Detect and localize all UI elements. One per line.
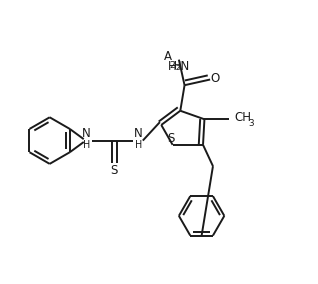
Text: H: H [83,140,90,150]
Text: H: H [135,140,142,150]
Text: O: O [211,72,220,85]
Text: CH: CH [235,111,252,124]
Text: N: N [82,127,91,140]
Text: A: A [163,50,171,63]
Text: H: H [174,61,181,71]
Text: S: S [110,164,117,177]
Text: H₂N: H₂N [168,60,190,73]
Text: N: N [134,127,143,140]
Text: S: S [168,132,175,145]
Text: 3: 3 [248,119,253,128]
Text: 2: 2 [169,61,175,70]
